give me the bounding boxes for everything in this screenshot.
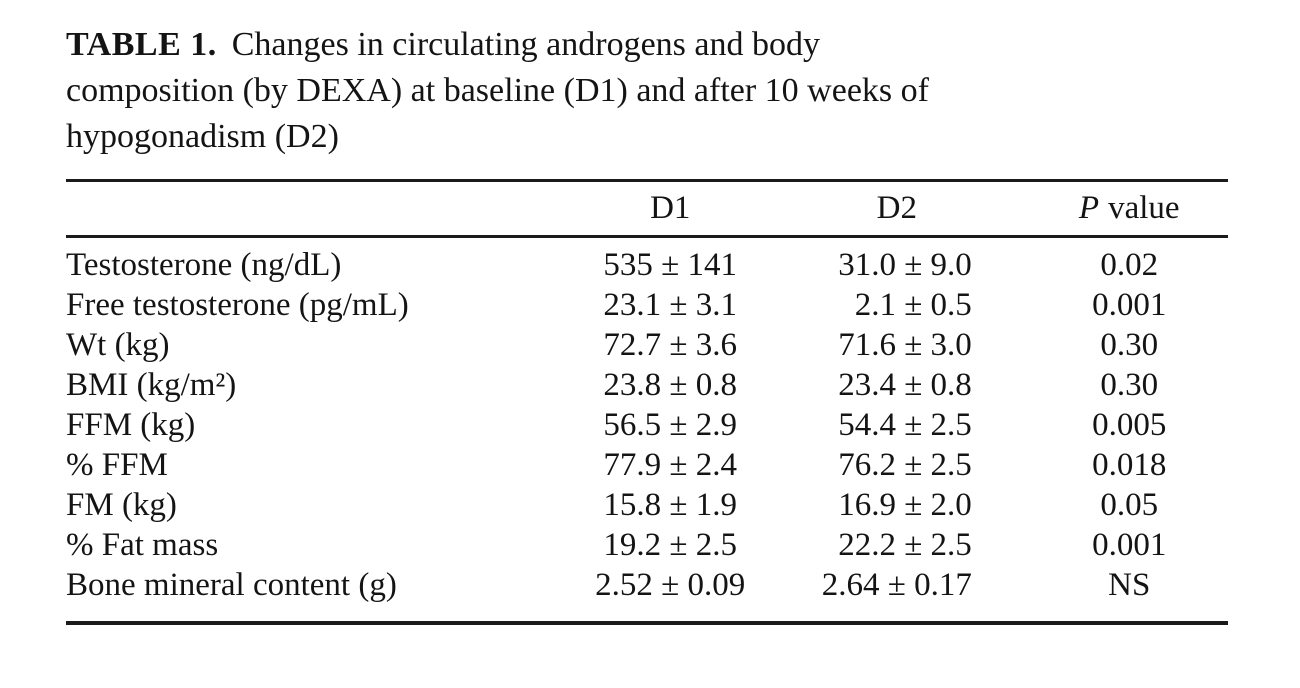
cell-d1: 56.5 ± 2.9 — [603, 406, 738, 443]
cell-pvalue: 0.30 — [1100, 366, 1159, 403]
cell-pvalue: 0.001 — [1092, 286, 1167, 323]
cell-d1: 23.1 ± 3.1 — [603, 286, 738, 323]
cell-d2-value: 31.0 ± 9.0 — [838, 246, 972, 283]
table-row: Free testosterone (pg/mL) 23.1 ± 3.1 2.1… — [66, 285, 1228, 325]
cell-d2-value: 54.4 ± 2.5 — [838, 406, 972, 443]
row-label: FM (kg) — [66, 486, 177, 523]
table-row: % FFM 77.9 ± 2.4 76.2 ± 2.5 0.018 — [66, 445, 1228, 485]
cell-d2-value: 22.2 ± 2.5 — [838, 526, 972, 563]
cell-pvalue: 0.005 — [1092, 406, 1167, 443]
row-label: % FFM — [66, 446, 168, 483]
pvalue-header-value: value — [1108, 190, 1180, 226]
caption-line-1: TABLE 1. Changes in circulating androgens… — [66, 22, 1216, 68]
row-label: Testosterone (ng/dL) — [66, 246, 342, 283]
table-row: FM (kg) 15.8 ± 1.9 16.9 ± 2.0 0.05 — [66, 485, 1228, 525]
cell-d2-value: 71.6 ± 3.0 — [838, 326, 972, 363]
cell-d2-value: 76.2 ± 2.5 — [838, 446, 972, 483]
cell-pvalue: 0.001 — [1092, 526, 1167, 563]
cell-pvalue: 0.30 — [1100, 326, 1159, 363]
table-row: Wt (kg) 72.7 ± 3.6 71.6 ± 3.0 0.30 — [66, 325, 1228, 365]
row-label: Bone mineral content (g) — [66, 566, 397, 603]
caption-line-1-text: Changes in circulating androgens and bod… — [231, 26, 820, 63]
cell-d1: 72.7 ± 3.6 — [603, 326, 738, 363]
cell-d2-value: 2.64 ± 0.17 — [821, 566, 972, 603]
cell-d2: 2.64 ± 0.17 — [763, 565, 1030, 623]
table-row: % Fat mass 19.2 ± 2.5 22.2 ± 2.5 0.001 — [66, 525, 1228, 565]
row-label: FFM (kg) — [66, 406, 196, 443]
table-number-label: TABLE 1. — [66, 26, 217, 63]
cell-d1: 2.52 ± 0.09 — [595, 566, 746, 603]
cell-d2: 71.6 ± 3.0 — [763, 325, 1030, 365]
cell-d2-value: 2.1 ± 0.5 — [854, 286, 972, 323]
column-header-empty — [66, 180, 578, 238]
row-label: Free testosterone (pg/mL) — [66, 286, 409, 323]
cell-d2-value: 16.9 ± 2.0 — [838, 486, 972, 523]
cell-d1: 77.9 ± 2.4 — [603, 446, 738, 483]
cell-d2: 16.9 ± 2.0 — [763, 485, 1030, 525]
table-row: BMI (kg/m²) 23.8 ± 0.8 23.4 ± 0.8 0.30 — [66, 365, 1228, 405]
cell-d2: 2.1 ± 0.5 — [763, 285, 1030, 325]
cell-d2: 31.0 ± 9.0 — [763, 237, 1030, 286]
table-caption: TABLE 1. Changes in circulating androgens… — [66, 22, 1216, 160]
column-header-d1: D1 — [577, 180, 764, 238]
cell-pvalue: NS — [1108, 566, 1151, 603]
cell-d2-value: 23.4 ± 0.8 — [838, 366, 972, 403]
cell-d1: 535 ± 141 — [603, 246, 738, 283]
column-header-d2: D2 — [763, 180, 1031, 238]
cell-pvalue: 0.018 — [1092, 446, 1167, 483]
cell-d2: 54.4 ± 2.5 — [763, 405, 1030, 445]
row-label: BMI (kg/m²) — [66, 366, 237, 403]
table-row: Bone mineral content (g) 2.52 ± 0.09 2.6… — [66, 565, 1228, 623]
cell-d1: 23.8 ± 0.8 — [603, 366, 738, 403]
table-row: Testosterone (ng/dL) 535 ± 141 31.0 ± 9.… — [66, 237, 1228, 286]
cell-d1: 15.8 ± 1.9 — [603, 486, 738, 523]
row-label: Wt (kg) — [66, 326, 170, 363]
table-row: FFM (kg) 56.5 ± 2.9 54.4 ± 2.5 0.005 — [66, 405, 1228, 445]
row-label: % Fat mass — [66, 526, 219, 563]
cell-d2: 22.2 ± 2.5 — [763, 525, 1030, 565]
cell-pvalue: 0.05 — [1100, 486, 1159, 523]
pvalue-header-p: P — [1078, 190, 1100, 226]
cell-d2: 23.4 ± 0.8 — [763, 365, 1030, 405]
cell-pvalue: 0.02 — [1100, 246, 1159, 283]
cell-d2: 76.2 ± 2.5 — [763, 445, 1030, 485]
caption-line-2: composition (by DEXA) at baseline (D1) a… — [66, 72, 929, 109]
caption-line-3: hypogonadism (D2) — [66, 118, 339, 155]
cell-d1: 19.2 ± 2.5 — [603, 526, 738, 563]
